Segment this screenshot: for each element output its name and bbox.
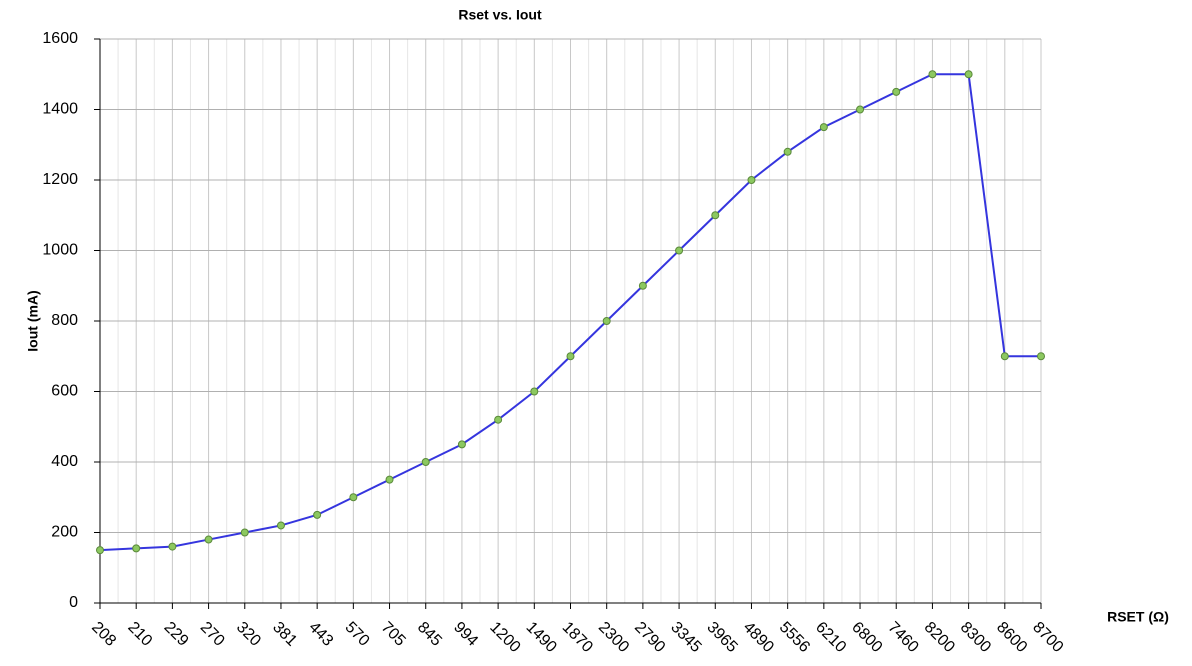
data-point <box>711 211 720 220</box>
y-tick-label: 1600 <box>42 30 78 47</box>
data-point <box>964 70 973 79</box>
x-tick-label: 8300 <box>957 619 994 656</box>
data-point <box>892 87 901 96</box>
data-point <box>602 317 611 325</box>
x-tick-label: 2300 <box>595 619 632 656</box>
data-point <box>421 458 430 466</box>
x-tick-label: 5556 <box>776 619 813 656</box>
x-tick-label: 3345 <box>667 619 704 656</box>
data-point <box>856 105 865 114</box>
y-tick-label: 0 <box>69 594 78 611</box>
data-point <box>132 544 141 553</box>
x-tick-label: 1490 <box>522 619 559 656</box>
data-point <box>457 440 466 449</box>
data-point <box>819 123 828 132</box>
x-tick-label: 1200 <box>486 619 523 656</box>
x-tick-label: 570 <box>342 619 373 650</box>
x-tick-label: 2790 <box>631 619 668 656</box>
data-point <box>1037 352 1045 361</box>
y-tick-label: 1200 <box>42 171 78 188</box>
data-point <box>638 281 647 290</box>
data-point <box>168 542 177 551</box>
data-point <box>240 528 249 537</box>
x-tick-label: 1870 <box>559 619 596 656</box>
chart-title: Rset vs. Iout <box>458 7 542 23</box>
data-point <box>313 510 322 519</box>
x-tick-label: 208 <box>88 619 119 650</box>
y-tick-label: 800 <box>51 312 78 329</box>
x-tick-label: 4890 <box>740 619 777 656</box>
x-axis-label: RSET (Ω) <box>1107 609 1169 625</box>
data-point <box>1000 352 1009 361</box>
x-tick-label: 3965 <box>703 619 740 656</box>
data-point <box>96 546 104 555</box>
x-tick-label: 8600 <box>993 619 1030 656</box>
y-tick-label: 200 <box>51 524 78 541</box>
data-point <box>566 352 575 361</box>
x-tick-label: 210 <box>124 619 155 650</box>
data-point <box>530 387 539 396</box>
data-point <box>494 415 503 424</box>
x-tick-label: 7460 <box>884 619 921 656</box>
y-axis-label: Iout (mA) <box>25 290 41 351</box>
x-tick-label: 8700 <box>1029 619 1066 656</box>
x-tick-label: 994 <box>450 619 481 650</box>
x-tick-label: 443 <box>305 619 336 650</box>
x-tick-label: 229 <box>161 619 192 650</box>
data-point <box>747 176 756 184</box>
data-point <box>783 147 792 156</box>
data-point <box>276 521 285 530</box>
y-tick-label: 1400 <box>42 101 78 118</box>
y-tick-label: 400 <box>51 453 78 470</box>
y-tick-label: 600 <box>51 383 78 400</box>
x-tick-label: 6210 <box>812 619 849 656</box>
y-tick-label: 1000 <box>42 242 78 259</box>
x-tick-label: 381 <box>269 619 300 650</box>
data-point <box>204 535 213 544</box>
data-point <box>385 475 394 484</box>
data-point <box>349 493 358 502</box>
data-point <box>675 246 684 255</box>
x-tick-label: 8200 <box>921 619 958 656</box>
data-point <box>928 70 937 79</box>
x-tick-label: 270 <box>197 619 228 650</box>
x-tick-label: 320 <box>233 619 264 650</box>
x-tick-label: 845 <box>414 619 445 650</box>
x-tick-label: 705 <box>378 619 409 650</box>
x-tick-label: 6800 <box>848 619 885 656</box>
